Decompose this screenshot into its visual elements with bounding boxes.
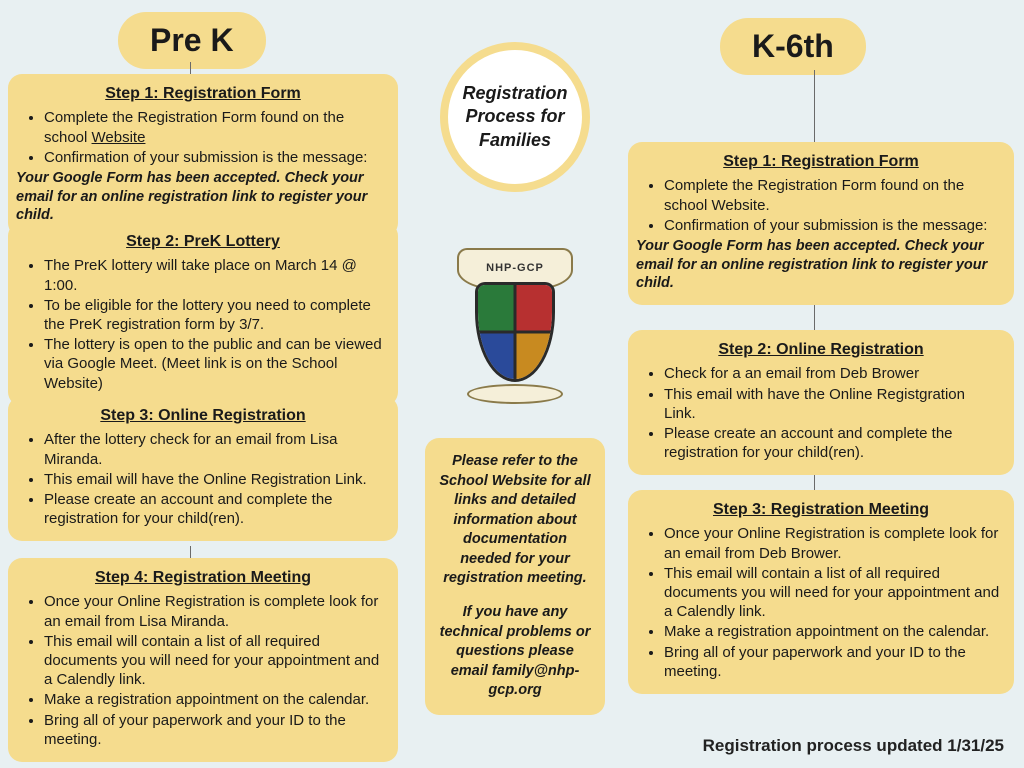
step-title: Step 3: Online Registration <box>22 406 384 426</box>
website-link[interactable]: Website <box>92 129 146 146</box>
confirmation-note: Your Google Form has been accepted. Chec… <box>636 237 1000 293</box>
connector <box>190 546 191 558</box>
list-item: Please create an account and complete th… <box>664 424 1000 462</box>
list-item: Complete the Registration Form found on … <box>44 108 384 146</box>
school-crest: NHP-GCP <box>455 248 575 408</box>
list-item: Bring all of your paperwork and your ID … <box>44 711 384 749</box>
prek-step4-box: Step 4: Registration Meeting Once your O… <box>8 558 398 762</box>
list-item: Confirmation of your submission is the m… <box>44 148 384 167</box>
header-pill-k6: K-6th <box>720 18 866 75</box>
list-item: Please create an account and complete th… <box>44 490 384 528</box>
prek-step3-box: Step 3: Online Registration After the lo… <box>8 396 398 541</box>
connector <box>190 62 191 74</box>
prek-step2-box: Step 2: PreK Lottery The PreK lottery wi… <box>8 222 398 406</box>
list-item: Make a registration appointment on the c… <box>44 690 384 709</box>
header-pill-prek: Pre K <box>118 12 266 69</box>
k6-step2-box: Step 2: Online Registration Check for a … <box>628 330 1014 475</box>
list-item: The lottery is open to the public and ca… <box>44 335 384 393</box>
confirmation-note: Your Google Form has been accepted. Chec… <box>16 169 384 225</box>
center-note-p1: Please refer to the School Website for a… <box>437 452 593 589</box>
list-item: This email will contain a list of all re… <box>664 564 1000 622</box>
crest-shield <box>475 282 555 382</box>
crest-ribbon <box>467 384 563 404</box>
list-item: Complete the Registration Form found on … <box>664 176 1000 214</box>
list-item: Check for a an email from Deb Brower <box>664 364 1000 383</box>
list-item: Once your Online Registration is complet… <box>664 524 1000 562</box>
center-note-box: Please refer to the School Website for a… <box>425 438 605 715</box>
list-item: This email will contain a list of all re… <box>44 632 384 690</box>
list-item: Confirmation of your submission is the m… <box>664 216 1000 235</box>
title-circle: Registration Process for Families <box>440 42 590 192</box>
list-item: Once your Online Registration is complet… <box>44 592 384 630</box>
step-title: Step 1: Registration Form <box>642 152 1000 172</box>
step-title: Step 2: Online Registration <box>642 340 1000 360</box>
footer-updated: Registration process updated 1/31/25 <box>703 736 1004 756</box>
step-title: Step 2: PreK Lottery <box>22 232 384 252</box>
list-item: After the lottery check for an email fro… <box>44 430 384 468</box>
list-item: This email with have the Online Registgr… <box>664 385 1000 423</box>
step-title: Step 4: Registration Meeting <box>22 568 384 588</box>
connector <box>814 70 815 142</box>
k6-step3-box: Step 3: Registration Meeting Once your O… <box>628 490 1014 694</box>
center-note-p2: If you have any technical problems or qu… <box>437 603 593 701</box>
list-item: This email will have the Online Registra… <box>44 470 384 489</box>
list-item: Make a registration appointment on the c… <box>664 622 1000 641</box>
list-item: The PreK lottery will take place on Marc… <box>44 256 384 294</box>
step-title: Step 3: Registration Meeting <box>642 500 1000 520</box>
step-title: Step 1: Registration Form <box>22 84 384 104</box>
list-item: Bring all of your paperwork and your ID … <box>664 643 1000 681</box>
k6-step1-box: Step 1: Registration Form Complete the R… <box>628 142 1014 305</box>
list-item: To be eligible for the lottery you need … <box>44 296 384 334</box>
prek-step1-box: Step 1: Registration Form Complete the R… <box>8 74 398 237</box>
